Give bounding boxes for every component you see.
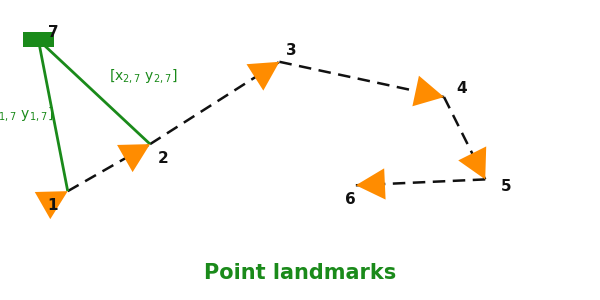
Text: 1: 1: [48, 198, 58, 213]
Text: 2: 2: [158, 151, 169, 166]
Text: 4: 4: [457, 81, 467, 96]
Polygon shape: [35, 191, 68, 219]
Text: Point landmarks: Point landmarks: [204, 263, 396, 283]
Text: 7: 7: [48, 25, 58, 40]
Text: [x$_{2,7}$ y$_{2,7}$]: [x$_{2,7}$ y$_{2,7}$]: [109, 67, 177, 85]
Text: 6: 6: [344, 193, 355, 208]
Text: 3: 3: [286, 43, 296, 58]
Polygon shape: [458, 146, 486, 179]
Text: 5: 5: [500, 179, 511, 194]
Polygon shape: [247, 62, 280, 91]
Polygon shape: [117, 144, 150, 172]
Polygon shape: [412, 76, 444, 106]
Bar: [23, 32, 53, 47]
Text: [x$_{1,7}$ y$_{1,7}$]: [x$_{1,7}$ y$_{1,7}$]: [0, 105, 54, 123]
Polygon shape: [356, 168, 386, 200]
